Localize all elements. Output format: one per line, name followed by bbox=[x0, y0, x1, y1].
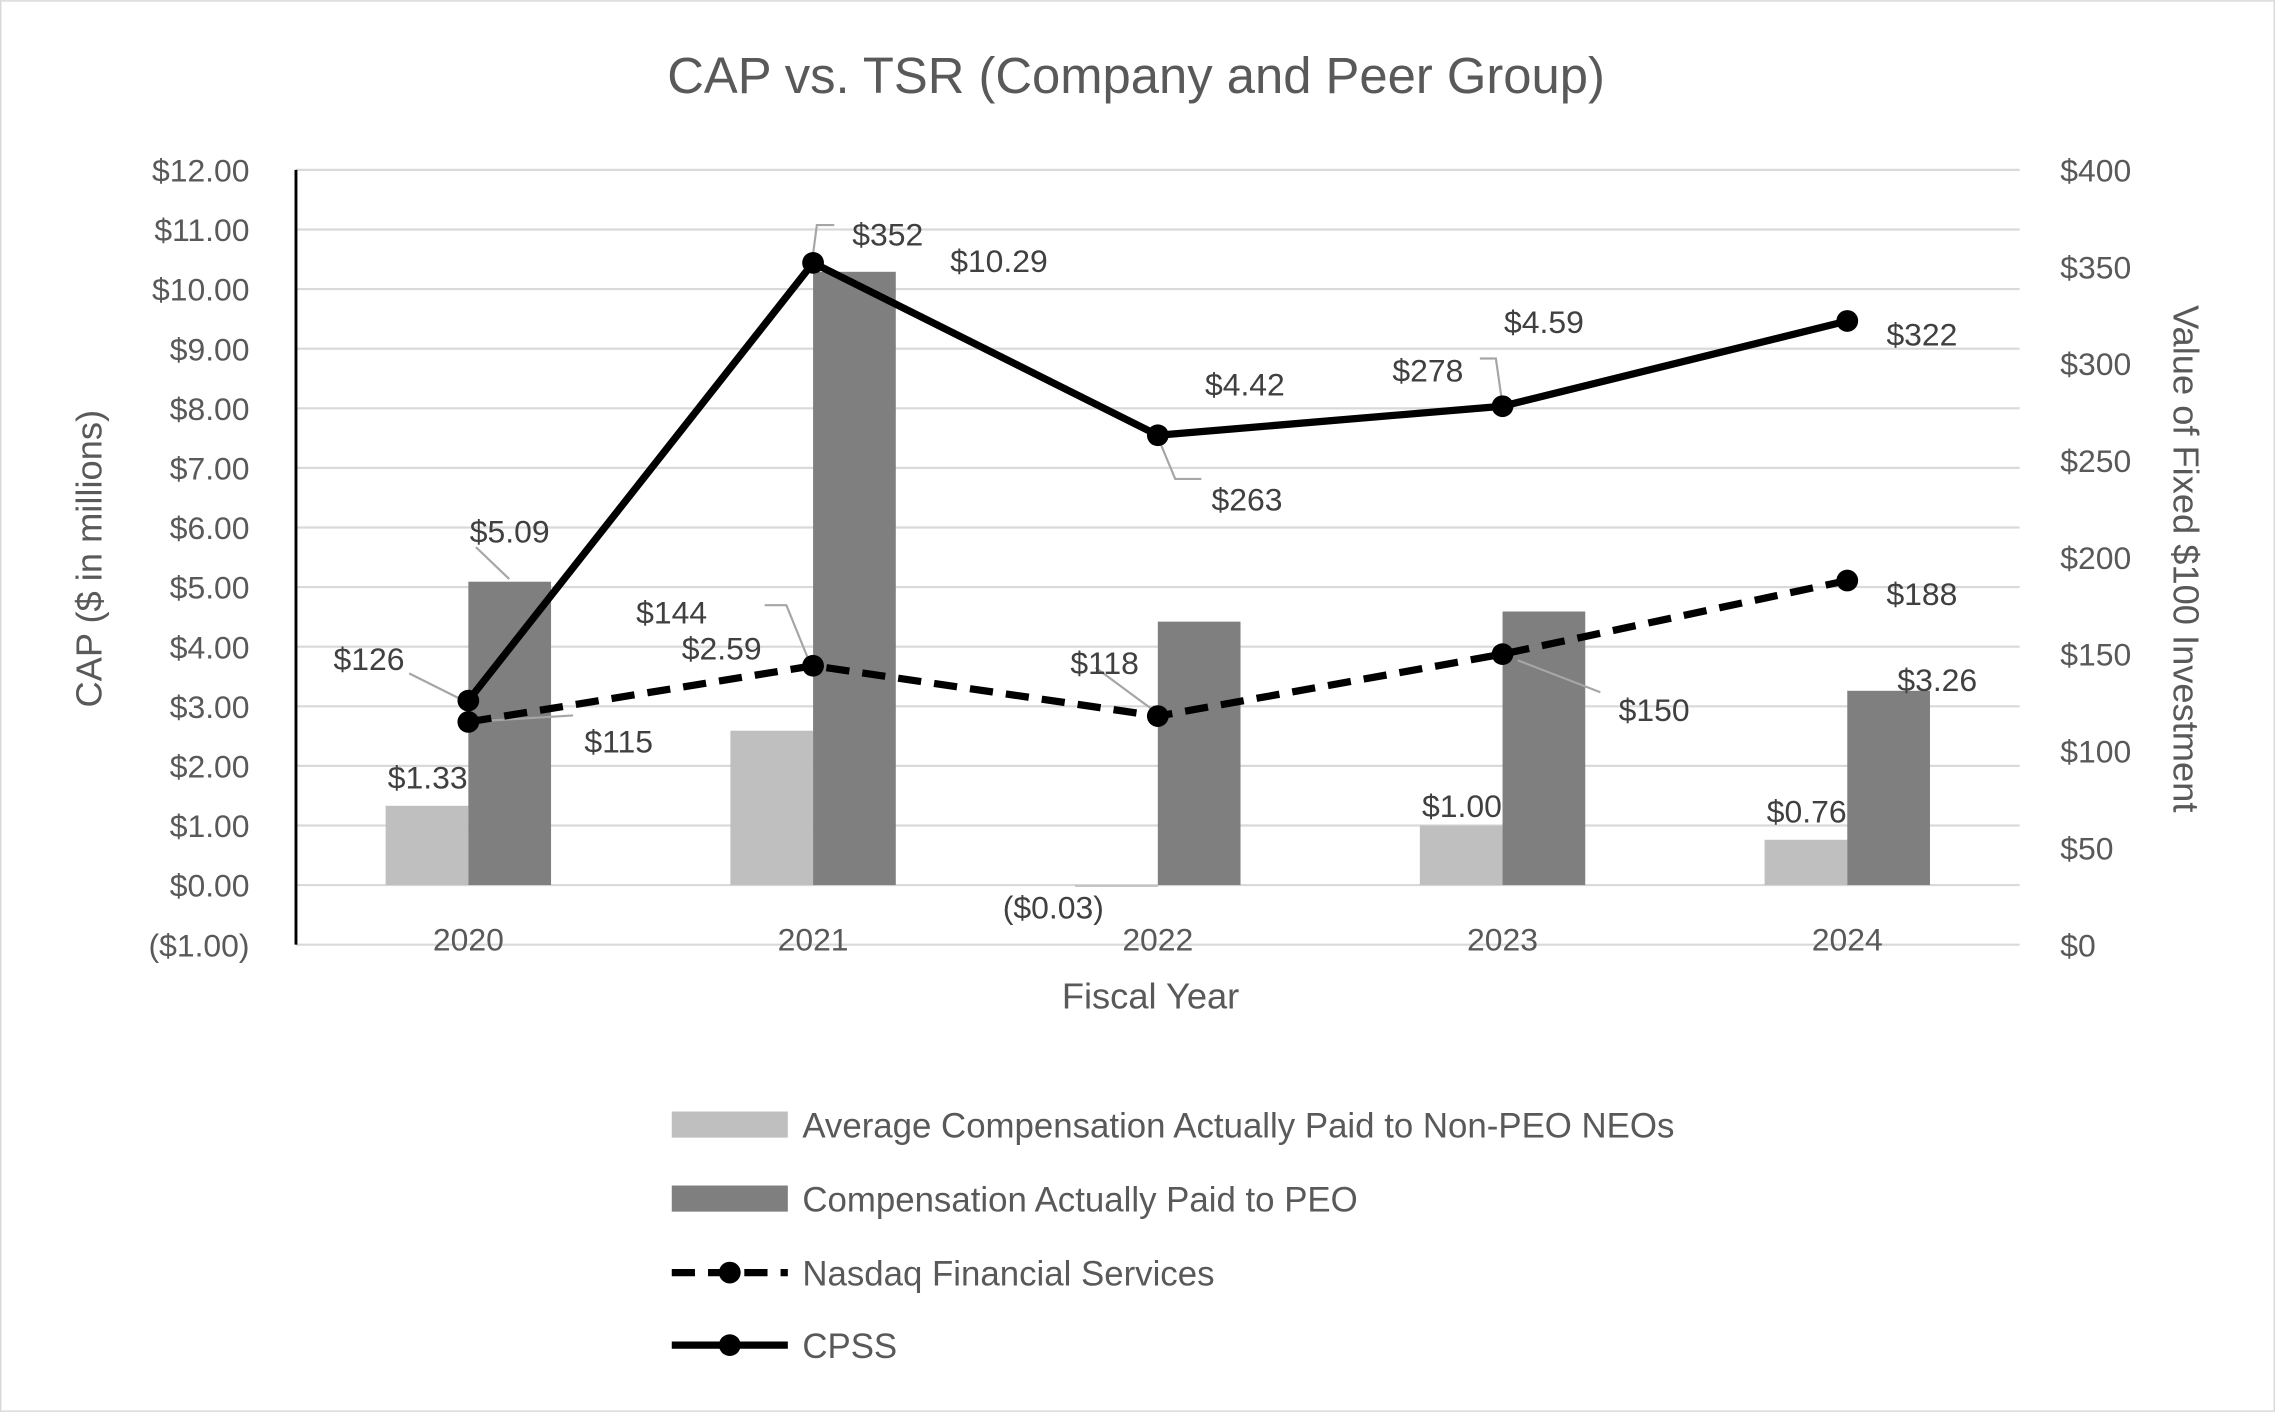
marker-point bbox=[1146, 705, 1169, 727]
y2-tick-label: $150 bbox=[2060, 637, 2131, 673]
y-tick-label: $7.00 bbox=[170, 450, 250, 486]
y-tick-label: $10.00 bbox=[152, 272, 250, 308]
marker-point bbox=[457, 689, 480, 712]
bar-peo bbox=[1847, 690, 1930, 886]
y-tick-label: $6.00 bbox=[170, 510, 250, 546]
bar-peo bbox=[468, 581, 552, 886]
y2-tick-label: $100 bbox=[2060, 734, 2131, 770]
y-tick-label: $2.00 bbox=[170, 748, 250, 784]
data-label: $2.59 bbox=[682, 631, 762, 667]
legend-label: CPSS bbox=[802, 1327, 897, 1366]
y-tick-label: $8.00 bbox=[170, 391, 250, 427]
label-leader-line bbox=[1479, 357, 1503, 400]
data-label: $4.42 bbox=[1205, 366, 1285, 402]
bar-non-peo bbox=[1075, 885, 1158, 887]
x-tick-label: 2021 bbox=[778, 921, 849, 957]
y2-tick-label: $350 bbox=[2060, 249, 2131, 285]
data-label: $150 bbox=[1619, 692, 1690, 728]
y2-tick-label: $250 bbox=[2060, 443, 2131, 479]
label-leader-line bbox=[408, 672, 462, 701]
y-tick-label: $4.00 bbox=[170, 629, 250, 665]
data-label: $188 bbox=[1886, 576, 1957, 612]
legend-marker bbox=[718, 1261, 741, 1284]
marker-point bbox=[1146, 424, 1169, 447]
data-label: $1.00 bbox=[1422, 788, 1502, 824]
y-tick-label: $9.00 bbox=[170, 331, 250, 367]
y2-tick-label: $300 bbox=[2060, 346, 2131, 382]
bar-non-peo bbox=[1764, 839, 1848, 886]
x-tick-label: 2023 bbox=[1467, 921, 1538, 957]
y-tick-label: $12.00 bbox=[152, 153, 250, 189]
data-label: $5.09 bbox=[470, 514, 550, 550]
marker-point bbox=[457, 711, 480, 733]
y-tick-label: ($1.00) bbox=[148, 927, 249, 963]
marker-point bbox=[1491, 395, 1514, 418]
x-tick-label: 2020 bbox=[433, 921, 504, 957]
bar-peo bbox=[1157, 621, 1241, 886]
label-leader-line bbox=[1094, 666, 1152, 710]
data-label: $0.76 bbox=[1767, 793, 1847, 829]
y-tick-label: $1.00 bbox=[170, 808, 250, 844]
data-label: $3.26 bbox=[1897, 662, 1977, 698]
label-leader-line bbox=[478, 714, 574, 723]
x-tick-label: 2024 bbox=[1812, 921, 1883, 957]
y2-tick-label: $0 bbox=[2060, 927, 2096, 963]
marker-point bbox=[1836, 310, 1859, 332]
legend-label: Average Compensation Actually Paid to No… bbox=[802, 1107, 1674, 1146]
y2-axis-title: Value of Fixed $100 Investment bbox=[2165, 305, 2206, 812]
data-label: ($0.03) bbox=[1003, 889, 1104, 925]
bar-non-peo bbox=[730, 730, 814, 886]
bar-non-peo bbox=[385, 805, 469, 886]
data-label: $352 bbox=[852, 216, 923, 252]
label-leader-line bbox=[475, 546, 511, 580]
label-leader-line bbox=[1517, 659, 1601, 694]
legend-label: Nasdaq Financial Services bbox=[802, 1255, 1214, 1294]
data-label: $322 bbox=[1886, 317, 1957, 353]
y2-tick-label: $200 bbox=[2060, 540, 2131, 576]
chart-title: CAP vs. TSR (Company and Peer Group) bbox=[667, 47, 1605, 104]
y2-tick-label: $50 bbox=[2060, 830, 2113, 866]
y-axis-title: CAP ($ in millions) bbox=[69, 410, 110, 708]
bar-peo bbox=[1502, 611, 1586, 886]
data-label: $4.59 bbox=[1504, 304, 1584, 340]
x-tick-label: 2022 bbox=[1122, 921, 1193, 957]
legend-marker bbox=[718, 1334, 741, 1356]
bar-peo bbox=[813, 271, 896, 886]
bar-non-peo bbox=[1419, 825, 1503, 886]
legend: Average Compensation Actually Paid to No… bbox=[671, 1107, 1674, 1366]
legend-swatch bbox=[671, 1111, 788, 1138]
data-label: $118 bbox=[1070, 645, 1139, 681]
data-label: $10.29 bbox=[950, 243, 1048, 279]
marker-point bbox=[1491, 643, 1514, 666]
legend-label: Compensation Actually Paid to PEO bbox=[802, 1181, 1357, 1220]
x-axis-title: Fiscal Year bbox=[1062, 976, 1239, 1017]
marker-point bbox=[802, 654, 824, 677]
marker-point bbox=[1836, 569, 1859, 592]
label-leader-line bbox=[1159, 443, 1202, 481]
y-tick-label: $3.00 bbox=[170, 689, 250, 725]
label-leader-line bbox=[811, 223, 835, 259]
y-tick-label: $11.00 bbox=[154, 212, 249, 248]
y-tick-label: $5.00 bbox=[170, 570, 250, 606]
marker-point bbox=[802, 251, 824, 274]
legend-swatch bbox=[671, 1185, 788, 1212]
data-label: $278 bbox=[1392, 353, 1463, 389]
data-label: $126 bbox=[334, 641, 405, 677]
data-label: $263 bbox=[1211, 482, 1282, 518]
data-label: $144 bbox=[636, 595, 707, 631]
y-tick-label: $0.00 bbox=[170, 868, 250, 904]
y2-tick-label: $400 bbox=[2060, 153, 2131, 189]
data-label: $115 bbox=[584, 723, 653, 759]
data-label: $1.33 bbox=[388, 759, 468, 795]
label-leader-line bbox=[764, 604, 810, 660]
